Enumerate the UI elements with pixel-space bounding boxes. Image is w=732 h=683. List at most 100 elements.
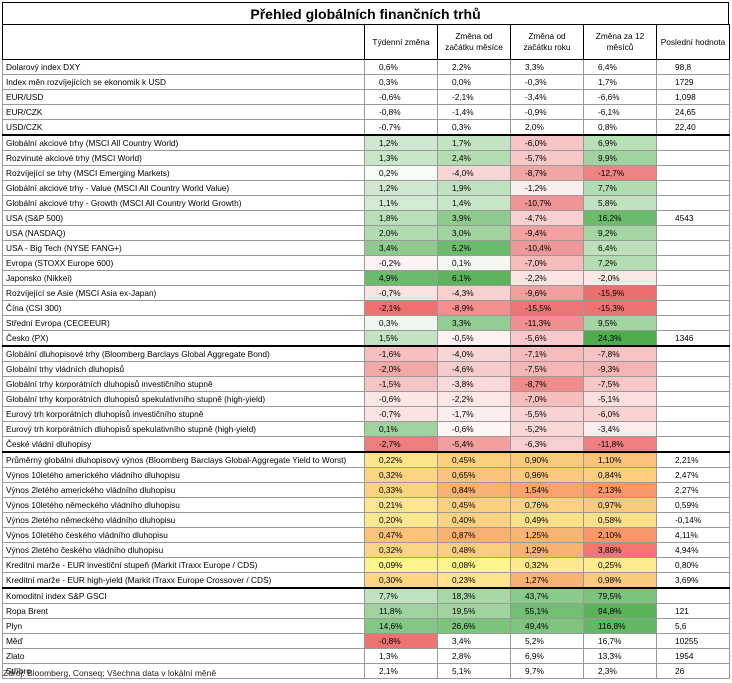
row-value: -3,8%	[437, 376, 511, 392]
row-value: 1,2%	[364, 180, 438, 196]
row-value: -1,2%	[510, 180, 584, 196]
row-value: 7,7%	[583, 180, 657, 196]
row-last-value: 0,59%	[656, 497, 730, 513]
table-row: Komoditní index S&P GSCI 7,7% 18,3% 43,7% 79…	[2, 587, 730, 604]
row-value: 0,84%	[437, 482, 511, 498]
table-row: Globální trhy vládních dluhopisů -2,0% -4,…	[2, 361, 730, 377]
table-row: Rozvíjející se Asie (MSCI Asia ex-Japan)…	[2, 285, 730, 301]
row-value: 0,3%	[437, 119, 511, 136]
table-row: Zlato 1,3% 2,8% 6,9% 13,3% 1954	[2, 648, 730, 664]
row-value: -2,7%	[364, 436, 438, 453]
row-label: Rozvinuté akciové trhy (MSCI World)	[2, 150, 365, 166]
row-label: Kreditní marže - EUR investiční stupeň (…	[2, 557, 365, 573]
header-last: Poslední hodnota	[656, 24, 730, 60]
row-value: -0,7%	[364, 406, 438, 422]
row-label: Plyn	[2, 618, 365, 634]
row-last-value: 1954	[656, 648, 730, 664]
table-row: Výnos 2letého německého vládního dluhopi…	[2, 512, 730, 528]
row-last-value	[656, 406, 730, 422]
table-row: Výnos 10letého amerického vládního dluho…	[2, 467, 730, 483]
table-row: Průměrný globální dluhopisový výnos (Blo…	[2, 451, 730, 468]
row-value: 3,4%	[437, 633, 511, 649]
row-last-value	[656, 150, 730, 166]
row-value: 0,09%	[364, 557, 438, 573]
row-value: -5,2%	[510, 421, 584, 437]
table-row: Eurový trh korporátních dluhopisů invest…	[2, 406, 730, 422]
row-value: 0,0%	[437, 74, 511, 90]
row-last-value	[656, 315, 730, 331]
row-value: -15,3%	[583, 300, 657, 316]
row-label: Kreditní marže - EUR high-yield (Markit …	[2, 572, 365, 589]
table-row: Evropa (STOXX Europe 600) -0,2% 0,1% -7,0% 7…	[2, 255, 730, 271]
row-value: 0,76%	[510, 497, 584, 513]
row-value: -1,6%	[364, 345, 438, 362]
row-value: 11,8%	[364, 603, 438, 619]
row-value: 0,2%	[364, 165, 438, 181]
table-row: EUR/USD -0,6% -2,1% -3,4% -6,6% 1,098	[2, 89, 730, 105]
row-value: 94,8%	[583, 603, 657, 619]
row-value: -5,1%	[583, 391, 657, 407]
row-value: -12,7%	[583, 165, 657, 181]
row-value: -2,2%	[437, 391, 511, 407]
row-value: -4,7%	[510, 210, 584, 226]
row-label: Výnos 2letého amerického vládního dluhop…	[2, 482, 365, 498]
row-value: 0,45%	[437, 497, 511, 513]
row-value: 7,7%	[364, 587, 438, 604]
table-row: Globální akciové trhy - Value (MSCI All …	[2, 180, 730, 196]
row-value: 0,20%	[364, 512, 438, 528]
table-row: USA (NASDAQ) 2,0% 3,0% -9,4% 9,2%	[2, 225, 730, 241]
table-row: Globální akciové trhy - Growth (MSCI All…	[2, 195, 730, 211]
row-label: Globální trhy korporátních dluhopisů spe…	[2, 391, 365, 407]
row-value: -9,6%	[510, 285, 584, 301]
row-label: Průměrný globální dluhopisový výnos (Blo…	[2, 451, 365, 468]
row-value: 0,97%	[583, 497, 657, 513]
source-note: Zdroj: Bloomberg, Conseq; Všechna data v…	[3, 668, 217, 678]
table-row: Výnos 10letého německého vládního dluhop…	[2, 497, 730, 513]
row-label: Výnos 10letého českého vládního dluhopis…	[2, 527, 365, 543]
row-last-value: 4,11%	[656, 527, 730, 543]
row-value: -11,8%	[583, 436, 657, 453]
row-value: 116,8%	[583, 618, 657, 634]
row-last-value	[656, 225, 730, 241]
row-last-value: 0,80%	[656, 557, 730, 573]
row-value: 0,1%	[437, 255, 511, 271]
row-value: -0,8%	[364, 633, 438, 649]
table-title: Přehled globálních finančních trhů	[2, 2, 729, 24]
row-value: 49,4%	[510, 618, 584, 634]
row-value: 5,8%	[583, 195, 657, 211]
row-value: 0,32%	[364, 467, 438, 483]
row-value: 6,9%	[583, 134, 657, 151]
table-row: Rozvíjející se trhy (MSCI Emerging Marke…	[2, 165, 730, 181]
row-value: -3,4%	[510, 89, 584, 105]
row-value: 0,84%	[583, 467, 657, 483]
row-value: 9,7%	[510, 663, 584, 679]
row-value: 3,4%	[364, 240, 438, 256]
row-value: 6,4%	[583, 59, 657, 75]
row-last-value: 1729	[656, 74, 730, 90]
table-row: Stříbro 2,1% 5,1% 9,7% 2,3% 26	[2, 663, 730, 679]
row-value: -8,9%	[437, 300, 511, 316]
row-label: Dolarový index DXY	[2, 59, 365, 75]
row-value: -0,9%	[510, 104, 584, 120]
row-label: Zlato	[2, 648, 365, 664]
row-label: Globální akciové trhy - Growth (MSCI All…	[2, 195, 365, 211]
row-value: 26,6%	[437, 618, 511, 634]
row-value: -6,0%	[510, 134, 584, 151]
row-label: Česko (PX)	[2, 330, 365, 347]
row-value: -0,5%	[437, 330, 511, 347]
row-value: -0,6%	[364, 391, 438, 407]
row-label: Globální dluhopisové trhy (Bloomberg Bar…	[2, 345, 365, 362]
row-last-value	[656, 587, 730, 604]
row-value: 3,9%	[437, 210, 511, 226]
row-label: Výnos 10letého amerického vládního dluho…	[2, 467, 365, 483]
row-value: 3,0%	[437, 225, 511, 241]
row-value: -4,3%	[437, 285, 511, 301]
row-label: Střední Evropa (CECEEUR)	[2, 315, 365, 331]
row-label: USA - Big Tech (NYSE FANG+)	[2, 240, 365, 256]
row-value: 9,5%	[583, 315, 657, 331]
row-value: 0,58%	[583, 512, 657, 528]
row-value: 0,98%	[583, 572, 657, 589]
row-value: 2,4%	[437, 150, 511, 166]
row-value: 3,88%	[583, 542, 657, 558]
row-label: Výnos 2letého německého vládního dluhopi…	[2, 512, 365, 528]
